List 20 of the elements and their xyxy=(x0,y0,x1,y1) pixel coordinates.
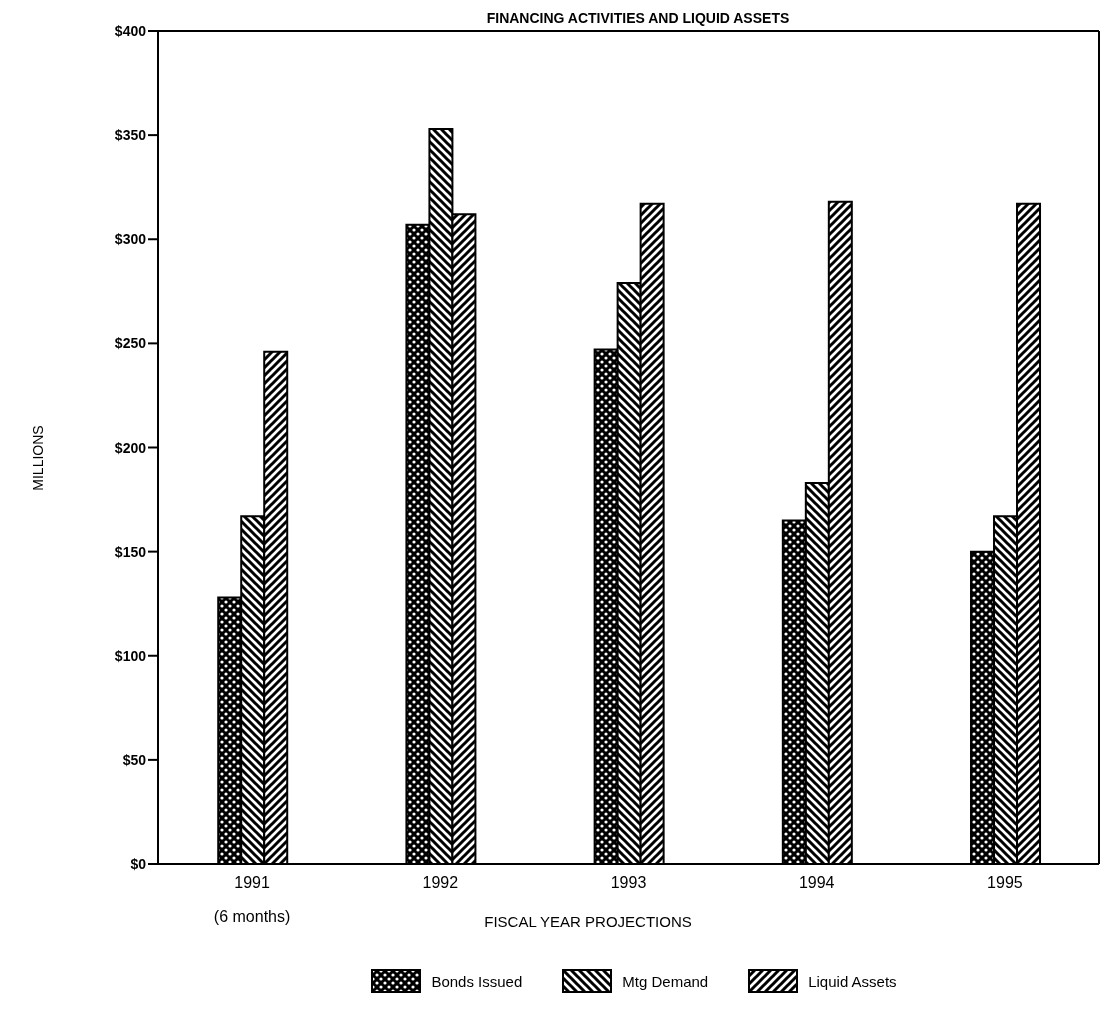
y-tick-label: $100 xyxy=(114,647,147,664)
legend-label: Liquid Assets xyxy=(808,972,897,990)
y-tick-label: $300 xyxy=(114,231,147,248)
x-tick-label: 1995 xyxy=(987,874,1023,891)
y-axis-title: MILLIONS xyxy=(30,425,47,491)
y-tick-label: $50 xyxy=(122,751,147,768)
legend-label: Bonds Issued xyxy=(431,972,523,990)
y-tick-label: $250 xyxy=(114,335,147,352)
y-tick-label: $400 xyxy=(114,23,147,39)
y-tick-label: $200 xyxy=(114,439,147,456)
x-axis-title: FISCAL YEAR PROJECTIONS xyxy=(484,913,692,930)
y-tick-label: $0 xyxy=(130,856,147,872)
chart-title: FINANCING ACTIVITIES AND LIQUID ASSETS xyxy=(485,10,791,26)
y-tick-label: $150 xyxy=(114,543,147,560)
x-tick-label: 1994 xyxy=(798,874,835,891)
x-tick-label: 1993 xyxy=(610,874,647,891)
y-tick-label: $350 xyxy=(114,127,147,144)
x-tick-label: 1991 (6 months) xyxy=(213,874,291,925)
legend-label: Mtg Demand xyxy=(622,972,709,990)
x-tick-label: 1992 xyxy=(422,874,459,891)
